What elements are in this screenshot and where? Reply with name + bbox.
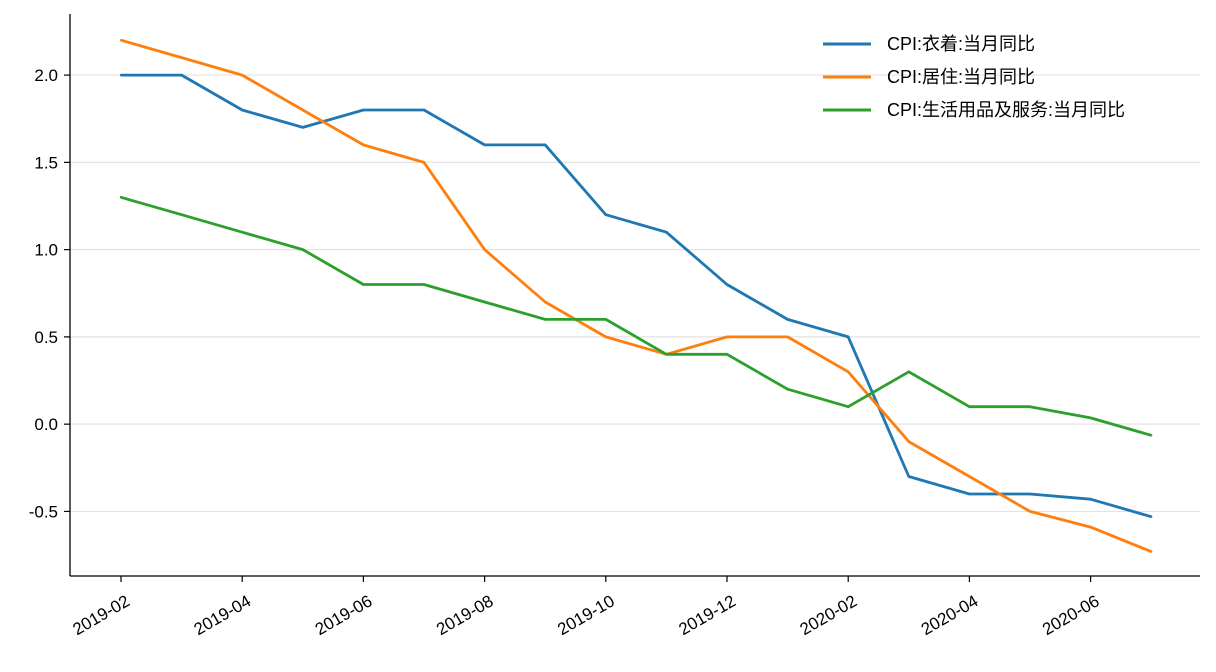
data-point <box>847 370 850 373</box>
data-point <box>119 38 123 42</box>
data-point <box>422 161 426 164</box>
data-point <box>544 318 547 321</box>
series-line <box>120 38 1152 553</box>
data-point <box>180 213 183 216</box>
data-point <box>725 353 729 356</box>
x-tick-label: 2019-08 <box>433 591 497 639</box>
data-point <box>422 283 426 286</box>
data-point <box>362 283 365 286</box>
x-tick-label: 2019-12 <box>675 591 739 639</box>
grid-lines <box>70 74 1200 513</box>
data-point <box>604 335 607 339</box>
x-tick-label: 2019-10 <box>554 591 618 639</box>
legend-label: CPI:居住:当月同比 <box>887 67 1035 87</box>
series-lines <box>119 38 1153 553</box>
data-point <box>968 405 971 408</box>
x-tick-label: 2019-06 <box>312 591 376 639</box>
x-tick-label: 2019-02 <box>69 591 133 639</box>
data-point <box>544 143 547 147</box>
data-point <box>725 283 729 286</box>
data-point <box>665 353 668 356</box>
data-point <box>483 143 486 147</box>
data-point <box>544 300 547 304</box>
data-point <box>301 248 304 251</box>
series-2 <box>119 38 1153 553</box>
data-point <box>241 230 244 234</box>
data-point <box>604 213 607 216</box>
y-tick-label: 0.0 <box>34 415 58 434</box>
legend-label: CPI:衣着:当月同比 <box>887 34 1035 54</box>
data-point <box>1028 492 1032 496</box>
data-point <box>1089 416 1092 420</box>
x-tick-label: 2020-06 <box>1039 591 1103 639</box>
y-tick-label: 2.0 <box>34 66 58 85</box>
data-point <box>483 248 486 251</box>
legend-item: CPI:生活用品及服务:当月同比 <box>823 100 1125 120</box>
series-1 <box>119 73 1153 519</box>
data-point <box>119 196 123 199</box>
data-point <box>725 335 729 339</box>
series-line <box>121 73 1152 519</box>
data-point <box>604 318 607 321</box>
data-point <box>1150 434 1153 437</box>
data-point <box>907 370 910 373</box>
data-point <box>180 56 183 59</box>
data-point <box>665 230 668 234</box>
data-point <box>119 73 123 77</box>
y-tick-label: -0.5 <box>29 502 58 521</box>
data-point <box>786 318 789 321</box>
data-point <box>847 405 850 408</box>
data-point <box>1028 510 1032 513</box>
data-point <box>1150 515 1153 518</box>
data-point <box>968 475 971 478</box>
legend: CPI:衣着:当月同比 CPI:居住:当月同比 CPI:生活用品及服务:当月同比 <box>823 34 1125 120</box>
data-point <box>907 440 910 443</box>
legend-item: CPI:居住:当月同比 <box>823 67 1035 87</box>
data-point <box>241 73 244 77</box>
x-tick-label: 2019-04 <box>191 591 255 639</box>
y-tick-label: 0.5 <box>34 328 58 347</box>
data-point <box>422 108 426 112</box>
data-point <box>180 73 183 77</box>
data-point <box>362 143 365 147</box>
legend-label: CPI:生活用品及服务:当月同比 <box>887 100 1125 120</box>
x-tick-label: 2020-04 <box>918 591 982 639</box>
data-point <box>968 492 971 496</box>
series-3 <box>119 195 1153 437</box>
data-point <box>786 335 789 339</box>
y-tick-label: 1.0 <box>34 241 58 260</box>
series-line <box>120 195 1152 437</box>
data-point <box>1089 498 1092 501</box>
data-point <box>241 108 244 112</box>
data-point <box>301 108 304 112</box>
data-point <box>362 108 365 112</box>
data-point <box>907 475 910 478</box>
y-tick-label: 1.5 <box>34 153 58 172</box>
data-point <box>847 335 850 339</box>
data-point <box>1150 550 1153 553</box>
data-point <box>483 300 486 304</box>
data-point <box>1028 405 1032 408</box>
legend-item: CPI:衣着:当月同比 <box>823 34 1035 54</box>
axes <box>69 14 1200 577</box>
x-ticks: 2019-02 2019-04 2019-06 2019-08 2019-10 2019-… <box>69 576 1103 639</box>
y-ticks: -0.5 0.0 0.5 1.0 1.5 2.0 <box>29 66 70 521</box>
data-point <box>301 126 304 129</box>
data-point <box>1089 525 1092 529</box>
x-tick-label: 2020-02 <box>797 591 861 639</box>
data-point <box>786 388 789 391</box>
